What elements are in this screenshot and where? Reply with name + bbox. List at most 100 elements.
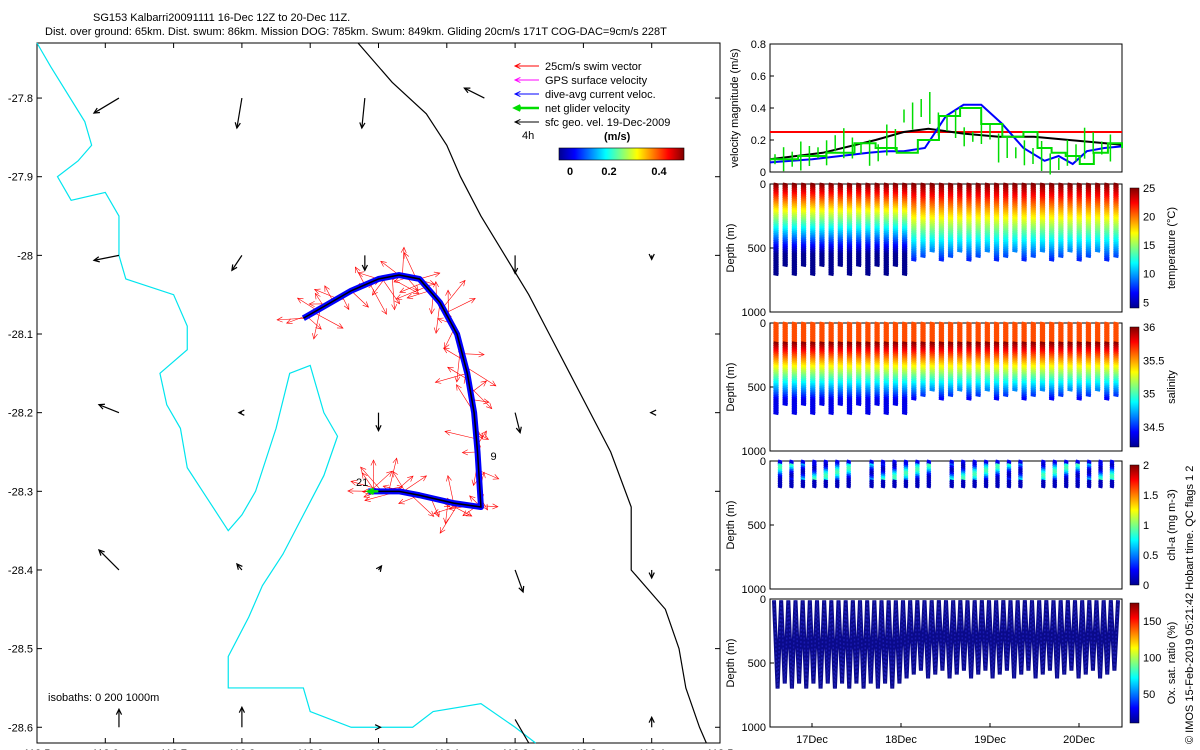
profile-sample xyxy=(773,405,779,410)
profile-sample xyxy=(773,328,779,333)
profile-sample xyxy=(828,403,834,408)
profile-sample xyxy=(903,463,909,468)
profile-sample xyxy=(800,247,807,251)
profile-sample xyxy=(901,264,908,269)
profile-sample xyxy=(800,348,807,353)
profile-sample xyxy=(819,339,825,344)
profile-sample xyxy=(846,187,853,192)
swim-arrow-shaft xyxy=(462,353,485,355)
profile-sample xyxy=(993,339,1000,344)
profile-sample xyxy=(1113,209,1119,214)
profile-sample xyxy=(1063,461,1069,466)
profile-sample xyxy=(956,373,963,378)
profile-sample xyxy=(1094,343,1101,347)
profile-sample xyxy=(1067,238,1073,243)
profile-sample xyxy=(926,459,932,464)
profile-sample xyxy=(929,218,936,223)
profile-sample xyxy=(947,380,954,385)
sfc-geo-arrow-head xyxy=(374,724,382,731)
profile-sample xyxy=(1104,204,1110,208)
profile-sample xyxy=(956,239,963,244)
profile-sample xyxy=(1076,387,1083,392)
profile-sample xyxy=(956,321,963,326)
profile-sample xyxy=(828,230,834,235)
profile-sample xyxy=(828,259,834,264)
profile-sample xyxy=(828,334,834,339)
profile-sample xyxy=(828,236,834,241)
profile-sample xyxy=(1039,386,1046,390)
profile-sample xyxy=(1076,193,1083,198)
profile-sample xyxy=(993,377,1000,382)
profile-sample xyxy=(865,386,871,390)
profile-sample xyxy=(855,232,862,237)
profile-sample xyxy=(903,472,909,476)
profile-sample xyxy=(846,380,853,385)
profile-sample xyxy=(828,264,834,269)
profile-sample xyxy=(855,221,862,226)
profile-sample xyxy=(947,193,954,198)
profile-sample xyxy=(828,362,834,367)
profile-sample xyxy=(966,323,972,328)
profile-sample xyxy=(874,389,880,394)
profile-sample xyxy=(938,380,945,385)
profile-sample xyxy=(819,257,825,262)
profile-sample xyxy=(975,328,981,333)
profile-sample xyxy=(1002,321,1009,326)
profile-sample xyxy=(1039,200,1046,205)
profile-sample xyxy=(929,204,936,208)
profile-sample xyxy=(1048,212,1055,217)
profile-sample xyxy=(865,378,871,383)
profile-sample xyxy=(846,351,853,356)
profile-sample xyxy=(1058,391,1064,396)
isobath-0m xyxy=(36,42,536,744)
profile-sample xyxy=(800,225,807,230)
profile-sample xyxy=(1058,189,1064,194)
profile-sample xyxy=(1094,325,1101,330)
profile-sample xyxy=(883,243,890,248)
profile-sample xyxy=(901,359,908,364)
swim-arrow xyxy=(395,286,427,300)
profile-sample xyxy=(1058,359,1064,364)
profile-sample xyxy=(975,353,981,358)
profile-sample xyxy=(984,346,991,351)
profile-sample xyxy=(975,359,981,364)
profile-sample xyxy=(883,207,890,212)
profile-sample xyxy=(892,396,899,401)
profile-sample xyxy=(1048,191,1055,196)
profile-sample xyxy=(828,200,834,205)
profile-sample xyxy=(1021,357,1027,362)
profile-sample xyxy=(1104,254,1110,259)
profile-sample xyxy=(883,371,890,376)
profile-sample xyxy=(1067,348,1073,353)
profile-sample xyxy=(819,250,825,255)
profile-sample xyxy=(892,468,897,473)
profile-sample xyxy=(993,221,1000,226)
profile-sample xyxy=(1058,373,1064,378)
profile-sample xyxy=(1039,216,1046,221)
profile-sample xyxy=(984,362,991,367)
profile-sample xyxy=(819,189,825,194)
profile-sample xyxy=(828,346,834,351)
profile-sample xyxy=(929,232,936,237)
swim-arrow-shaft xyxy=(388,276,420,294)
profile-sample xyxy=(1067,211,1073,216)
profile-sample xyxy=(938,350,945,355)
profile-sample xyxy=(837,348,844,353)
profile-sample xyxy=(800,193,807,198)
profile-sample xyxy=(809,205,816,210)
profile-sample xyxy=(975,223,981,228)
profile-sample xyxy=(800,335,807,340)
profile-sample xyxy=(911,384,917,389)
profile-sample xyxy=(777,464,783,469)
profile-sample xyxy=(791,357,798,362)
profile-sample xyxy=(809,375,816,380)
profile-sample xyxy=(993,343,1000,347)
swim-arrow-head xyxy=(370,459,377,466)
profile-sample xyxy=(1030,387,1037,392)
profile-sample xyxy=(782,360,788,365)
profile-sample xyxy=(984,243,991,248)
profile-sample xyxy=(1094,366,1101,371)
profile-sample xyxy=(834,464,840,469)
swim-arrow-head xyxy=(429,308,435,315)
profile-sample xyxy=(1063,475,1069,480)
